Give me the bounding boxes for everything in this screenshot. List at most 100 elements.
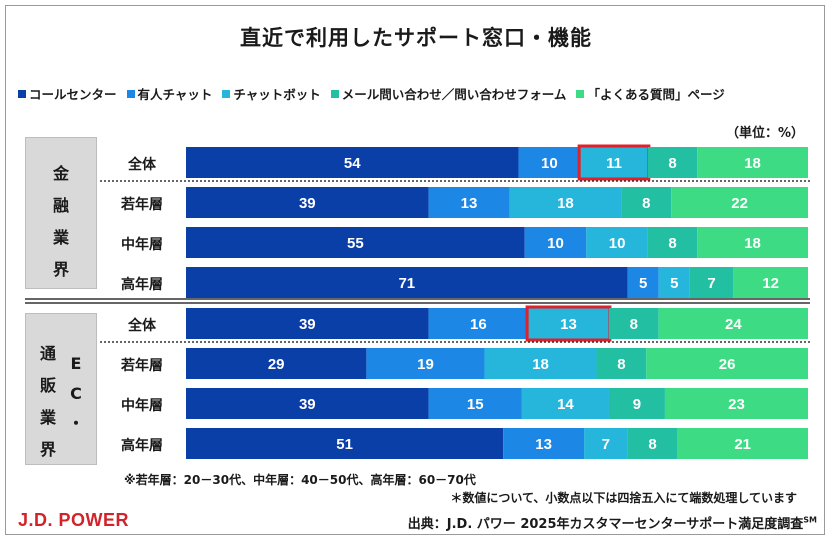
bar-segment	[658, 308, 808, 339]
bar-segment	[677, 428, 808, 459]
legend-label: メール問い合わせ／問い合わせフォーム	[341, 87, 567, 102]
legend-item: 有人チャット	[126, 84, 213, 103]
data-label: 51	[336, 436, 353, 453]
bar-segment	[528, 308, 609, 339]
bar-segment	[627, 428, 678, 459]
data-label: 39	[299, 316, 316, 333]
legend-label: チャットボット	[233, 87, 321, 102]
legend-item: チャットボット	[222, 84, 321, 103]
bar-segment	[697, 147, 808, 178]
legend-swatch	[330, 89, 339, 98]
data-label: 18	[557, 195, 574, 212]
bar-segment	[428, 308, 529, 339]
data-label: 8	[617, 356, 625, 373]
bar-segment	[627, 267, 659, 298]
row-label: 中年層	[121, 398, 163, 414]
jd-power-logo: J.D. POWER	[18, 510, 130, 530]
data-label: 10	[609, 235, 626, 252]
data-label: 12	[762, 275, 779, 292]
bar-segment	[521, 388, 609, 419]
bar-segment	[733, 267, 808, 298]
bar-segment	[671, 187, 808, 218]
industry-box-finance: 金 融 業 界	[25, 137, 97, 289]
data-label: 14	[557, 396, 574, 413]
data-label: 9	[633, 396, 641, 413]
industry-char: 融	[52, 196, 69, 215]
data-label: 22	[731, 195, 748, 212]
legend: コールセンター 有人チャット チャットボット メール問い合わせ／問い合わせフォーム 「よ…	[18, 84, 818, 103]
data-label: 21	[734, 436, 751, 453]
legend-swatch	[126, 89, 135, 98]
legend-swatch	[18, 89, 26, 98]
row-label: 中年層	[121, 237, 163, 253]
bar-segment	[186, 267, 628, 298]
bar-segment	[621, 187, 672, 218]
chart-title: 直近で利用したサポート窓口・機能	[240, 26, 592, 50]
bar-segment	[646, 348, 808, 379]
bar-segment	[428, 187, 510, 218]
bar-segment	[186, 227, 525, 258]
bar-segment	[608, 308, 659, 339]
data-label: 18	[744, 155, 761, 172]
service-mark: SM	[803, 515, 817, 525]
bar-segment	[608, 388, 665, 419]
legend-item: メール問い合わせ／問い合わせフォーム	[330, 84, 567, 103]
source-text: 出典：J.D. パワー 2025年カスタマーセンターサポート満足度調査SM	[408, 513, 817, 532]
bar-segment	[584, 428, 628, 459]
industry-char: 通	[39, 344, 56, 363]
data-label: 5	[670, 275, 678, 292]
data-label: 13	[461, 195, 478, 212]
data-label: 16	[470, 316, 487, 333]
row-label: 高年層	[121, 277, 163, 293]
bar-segment	[518, 147, 581, 178]
row-label: 全体	[128, 318, 156, 334]
data-label: 8	[668, 155, 676, 172]
bar-segment	[186, 187, 429, 218]
data-label: 24	[725, 316, 742, 333]
data-label: 13	[560, 316, 577, 333]
industry-char: 業	[39, 408, 56, 427]
legend-item: コールセンター	[18, 84, 117, 103]
data-label: 55	[347, 235, 364, 252]
industry-char: E	[70, 354, 82, 373]
row-label: 若年層	[121, 358, 163, 374]
data-label: 18	[532, 356, 549, 373]
source-label: 出典：J.D. パワー 2025年カスタマーセンターサポート満足度調査	[407, 517, 804, 532]
data-label: 39	[299, 396, 316, 413]
data-label: 5	[639, 275, 647, 292]
legend-item: 「よくある質問」ページ	[576, 84, 725, 103]
data-label: 29	[268, 356, 285, 373]
bar-segment	[366, 348, 485, 379]
industry-char: 業	[52, 228, 69, 247]
data-label: 23	[728, 396, 745, 413]
bar-segment	[186, 388, 429, 419]
bar-segment	[596, 348, 647, 379]
data-label: 10	[541, 155, 558, 172]
row-label: 高年層	[121, 438, 163, 454]
data-label: 8	[630, 316, 638, 333]
data-label: 7	[602, 436, 610, 453]
bar-segment	[697, 227, 808, 258]
data-label: 8	[668, 235, 676, 252]
industry-char: ・	[67, 414, 84, 433]
legend-swatch	[576, 89, 585, 98]
industry-char: C	[70, 384, 82, 403]
bar-segment	[484, 348, 597, 379]
industry-char: 界	[39, 440, 56, 459]
unit-label: （単位：%）	[725, 126, 804, 141]
row-label: 全体	[128, 157, 156, 173]
bar-segment	[664, 388, 808, 419]
data-label: 7	[707, 275, 715, 292]
bar-segment	[524, 227, 587, 258]
bar-segment	[186, 308, 429, 339]
bar-segment	[586, 227, 648, 258]
bar-segment	[509, 187, 622, 218]
legend-label: 有人チャット	[137, 87, 213, 102]
bar-segment	[186, 428, 504, 459]
data-label: 15	[467, 396, 484, 413]
bar-segment	[580, 147, 648, 178]
bar-segment	[503, 428, 585, 459]
bar-segment	[647, 147, 698, 178]
industry-char: 金	[52, 164, 69, 183]
data-label: 8	[642, 195, 650, 212]
